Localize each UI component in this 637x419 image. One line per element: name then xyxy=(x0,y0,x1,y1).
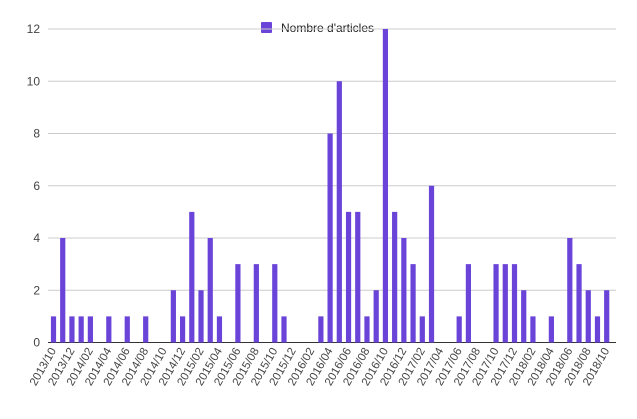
legend-swatch xyxy=(261,22,272,33)
bar: 2016/05: 10 xyxy=(336,81,342,343)
bar: 2016/12: 4 xyxy=(401,238,407,343)
bar: 2018/08: 2 xyxy=(585,290,591,343)
bar: 2016/06: 5 xyxy=(345,211,352,343)
bars: 2013/10: 12013/11: 42013/12: 12014/01: 1… xyxy=(50,29,610,343)
bar: 2018/09: 1 xyxy=(594,316,601,343)
bar: 2015/06: 3 xyxy=(235,264,241,343)
y-axis-ticks: 0 2 4 6 8 10 12 xyxy=(27,22,41,350)
bar: 2017/02: 1 xyxy=(419,316,425,343)
bar: 2016/04: 8 xyxy=(327,133,333,343)
bar: 2015/04: 1 xyxy=(216,316,223,343)
legend-label: Nombre d'articles xyxy=(281,21,374,35)
bar: 2014/08: 1 xyxy=(143,316,149,343)
y-tick-label: 10 xyxy=(27,74,41,88)
bar: 2015/08: 3 xyxy=(253,264,259,343)
y-tick-label: 8 xyxy=(33,127,40,141)
bar: 2018/06: 4 xyxy=(567,238,573,343)
bar: 2016/07: 5 xyxy=(355,211,361,343)
bar: 2016/09: 2 xyxy=(373,290,379,343)
bar: 2018/10: 2 xyxy=(604,290,610,343)
bar: 2014/01: 1 xyxy=(78,316,84,343)
bar: 2018/04: 1 xyxy=(548,316,554,343)
bar: 2018/01: 2 xyxy=(521,290,527,343)
bar: 2017/01: 3 xyxy=(410,264,416,343)
y-tick-label: 2 xyxy=(33,283,40,297)
bar: 2016/10: 12 xyxy=(382,29,389,343)
bar: 2015/02: 2 xyxy=(198,290,204,343)
bar: 2018/07: 3 xyxy=(576,264,582,343)
y-tick-label: 4 xyxy=(33,231,40,245)
bar: 2017/12: 3 xyxy=(511,264,518,343)
bar: 2017/06: 1 xyxy=(456,316,462,343)
y-tick-label: 6 xyxy=(33,179,40,193)
bar: 2013/11: 4 xyxy=(60,238,66,343)
bar: 2015/01: 5 xyxy=(189,211,195,343)
bar: 2018/02: 1 xyxy=(530,316,536,343)
x-axis-ticks: 2013/102013/122014/022014/042014/062014/… xyxy=(28,345,612,388)
bar: 2014/06: 1 xyxy=(124,316,130,343)
bar: 2014/02: 1 xyxy=(87,316,93,343)
legend: Nombre d'articles xyxy=(261,21,374,35)
bar: 2015/11: 1 xyxy=(281,316,287,343)
y-tick-label: 0 xyxy=(33,336,40,350)
bar: 2017/10: 3 xyxy=(493,264,499,343)
y-tick-label: 12 xyxy=(27,22,41,36)
bar: 2017/07: 3 xyxy=(465,264,471,343)
bar: 2014/11: 2 xyxy=(170,290,176,343)
bar: 2013/12: 1 xyxy=(69,316,75,343)
bar: 2015/10: 3 xyxy=(272,264,278,343)
bar: 2016/03: 1 xyxy=(318,316,324,343)
bar: 2017/11: 3 xyxy=(502,264,508,343)
bar: 2016/08: 1 xyxy=(364,316,370,343)
bar: 2016/11: 5 xyxy=(392,211,398,343)
bar: 2013/10: 1 xyxy=(50,316,57,343)
bar: 2014/12: 1 xyxy=(179,316,186,343)
bar: 2017/03: 6 xyxy=(428,185,435,343)
bar: 2015/03: 4 xyxy=(207,238,213,343)
bar: 2014/04: 1 xyxy=(106,316,112,343)
